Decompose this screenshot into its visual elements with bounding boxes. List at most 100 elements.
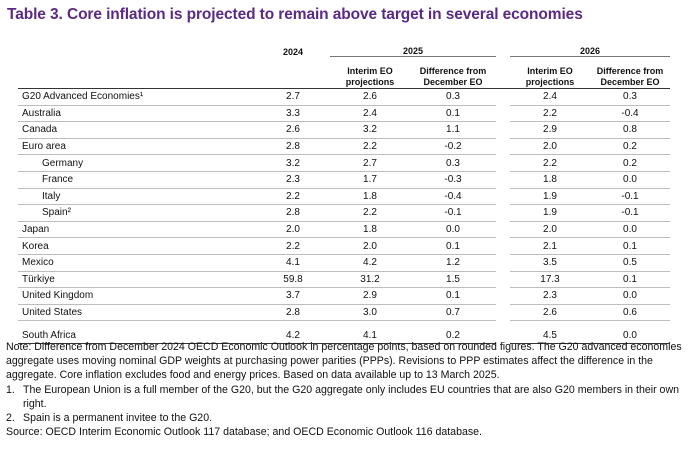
diff-2026-cell: 0.2: [590, 154, 670, 172]
diff-2025-cell: -0.3: [410, 171, 496, 189]
footnote-1-number: 1.: [6, 383, 15, 396]
table-row: Japan 2.0 1.8 0.0 2.0 0.0: [18, 221, 670, 239]
column-gap: [496, 221, 510, 238]
diff-2026-cell: -0.4: [590, 105, 670, 123]
row-label: Japan: [18, 221, 256, 239]
footnote-2: 2. Spain is a permanent invitee to the G…: [6, 411, 686, 425]
table-row: Türkiye 59.8 31.2 1.5 17.3 0.1: [18, 271, 670, 289]
interim-2026-cell: 3.5: [510, 254, 590, 272]
column-gap: [496, 254, 510, 271]
diff-2026-cell: 0.3: [590, 88, 670, 106]
interim-2026-cell: 1.8: [510, 171, 590, 189]
table-row: Germany 3.2 2.7 0.3 2.2 0.2: [18, 154, 670, 172]
value-2024-cell: 59.8: [256, 271, 330, 289]
row-label: Türkiye: [18, 271, 256, 289]
diff-2025-cell: 0.3: [410, 88, 496, 106]
column-gap: [496, 304, 510, 321]
interim-2025-cell: 4.2: [330, 254, 410, 272]
interim-2025-cell: 3.0: [330, 304, 410, 322]
interim-2025-header: Interim EO projections: [330, 56, 410, 89]
table-row: G20 Advanced Economies¹ 2.7 2.6 0.3 2.4 0.3: [18, 88, 670, 106]
column-gap: [496, 271, 510, 288]
interim-2025-cell: 1.8: [330, 221, 410, 239]
table-row: United Kingdom 3.7 2.9 0.1 2.3 0.0: [18, 287, 670, 305]
source-text: Source: OECD Interim Economic Outlook 11…: [6, 426, 482, 439]
table-row: United States 2.8 3.0 0.7 2.6 0.6: [18, 304, 670, 322]
row-label: Euro area: [18, 138, 256, 156]
column-gap: [496, 238, 510, 255]
table-notes: Note: Difference from December 2024 OECD…: [6, 340, 686, 439]
value-2024-cell: 2.8: [256, 304, 330, 322]
diff-2025-cell: 0.1: [410, 105, 496, 123]
value-2024-cell: 3.3: [256, 105, 330, 123]
row-label: G20 Advanced Economies¹: [18, 88, 256, 106]
row-label: Korea: [18, 237, 256, 255]
interim-2026-cell: 2.2: [510, 154, 590, 172]
diff-2025-cell: 0.7: [410, 304, 496, 322]
row-label: Germany: [18, 154, 256, 172]
row-label: South Africa: [18, 327, 256, 344]
row-label: Italy: [18, 188, 256, 206]
interim-2026-header: Interim EO projections: [510, 56, 590, 89]
column-gap: [496, 205, 510, 222]
table-row: Euro area 2.8 2.2 -0.2 2.0 0.2: [18, 138, 670, 156]
year-2025-header: 2025: [330, 40, 496, 57]
value-2024-cell: 3.7: [256, 287, 330, 305]
year-2024-header: 2024: [282, 46, 304, 57]
subheader-row: Interim EO projections Difference from D…: [18, 56, 670, 89]
value-2024-cell: 3.2: [256, 154, 330, 172]
footnote-2-text: Spain is a permanent invitee to the G20.: [23, 412, 213, 425]
year-2026-header: 2026: [510, 40, 670, 57]
value-2024-cell: 2.6: [256, 121, 330, 139]
value-2024-cell: 2.3: [256, 171, 330, 189]
interim-2025-cell: 31.2: [330, 271, 410, 289]
row-label: United Kingdom: [18, 287, 256, 305]
value-2024-cell: 2.8: [256, 204, 330, 222]
note-text: Note: Difference from December 2024 OECD…: [6, 341, 682, 382]
table-row: Australia 3.3 2.4 0.1 2.2 -0.4: [18, 105, 670, 123]
diff-2025-cell: -0.2: [410, 138, 496, 156]
interim-2026-cell: 2.9: [510, 121, 590, 139]
interim-2026-cell: 2.4: [510, 88, 590, 106]
table-body: G20 Advanced Economies¹ 2.7 2.6 0.3 2.4 0.3 Au…: [18, 88, 670, 344]
row-label: Mexico: [18, 254, 256, 272]
diff-2025-cell: 1.5: [410, 271, 496, 289]
interim-2025-cell: 2.7: [330, 154, 410, 172]
column-gap: [496, 89, 510, 106]
diff-2025-cell: 0.1: [410, 287, 496, 305]
interim-2025-cell: 4.1: [330, 327, 410, 344]
column-gap: [496, 288, 510, 305]
diff-2026-cell: 0.0: [590, 171, 670, 189]
column-gap: [496, 122, 510, 139]
diff-2025-cell: 1.1: [410, 121, 496, 139]
value-2024-cell: 2.2: [256, 188, 330, 206]
interim-2026-cell: 2.0: [510, 221, 590, 239]
interim-2026-cell: 2.0: [510, 138, 590, 156]
diff-2026-cell: 0.0: [590, 221, 670, 239]
value-2024-cell: 2.8: [256, 138, 330, 156]
value-2024-cell: 4.2: [256, 327, 330, 344]
value-2024-cell: 2.7: [256, 88, 330, 106]
column-gap: [496, 155, 510, 172]
row-label: France: [18, 171, 256, 189]
interim-2026-cell: 2.6: [510, 304, 590, 322]
interim-2025-cell: 2.6: [330, 88, 410, 106]
diff-2025-cell: 0.2: [410, 327, 496, 344]
interim-2025-cell: 2.0: [330, 237, 410, 255]
table-row: Italy 2.2 1.8 -0.4 1.9 -0.1: [18, 188, 670, 206]
footnote-1: 1. The European Union is a full member o…: [6, 383, 686, 411]
interim-2025-cell: 1.7: [330, 171, 410, 189]
diff-2026-cell: -0.1: [590, 188, 670, 206]
inflation-table: 2024 2025 2026 Interim EO projections Di…: [18, 40, 670, 344]
interim-2026-cell: 2.3: [510, 287, 590, 305]
diff-2026-cell: 0.2: [590, 138, 670, 156]
table-title: Table 3. Core inflation is projected to …: [7, 6, 583, 23]
diff-2025-cell: 0.0: [410, 221, 496, 239]
diff-2026-cell: 0.1: [590, 271, 670, 289]
diff-2025-cell: 0.3: [410, 154, 496, 172]
row-label: United States: [18, 304, 256, 322]
diff-2025-cell: 1.2: [410, 254, 496, 272]
interim-2026-cell: 1.9: [510, 204, 590, 222]
interim-2025-cell: 2.4: [330, 105, 410, 123]
table-row: Korea 2.2 2.0 0.1 2.1 0.1: [18, 237, 670, 255]
